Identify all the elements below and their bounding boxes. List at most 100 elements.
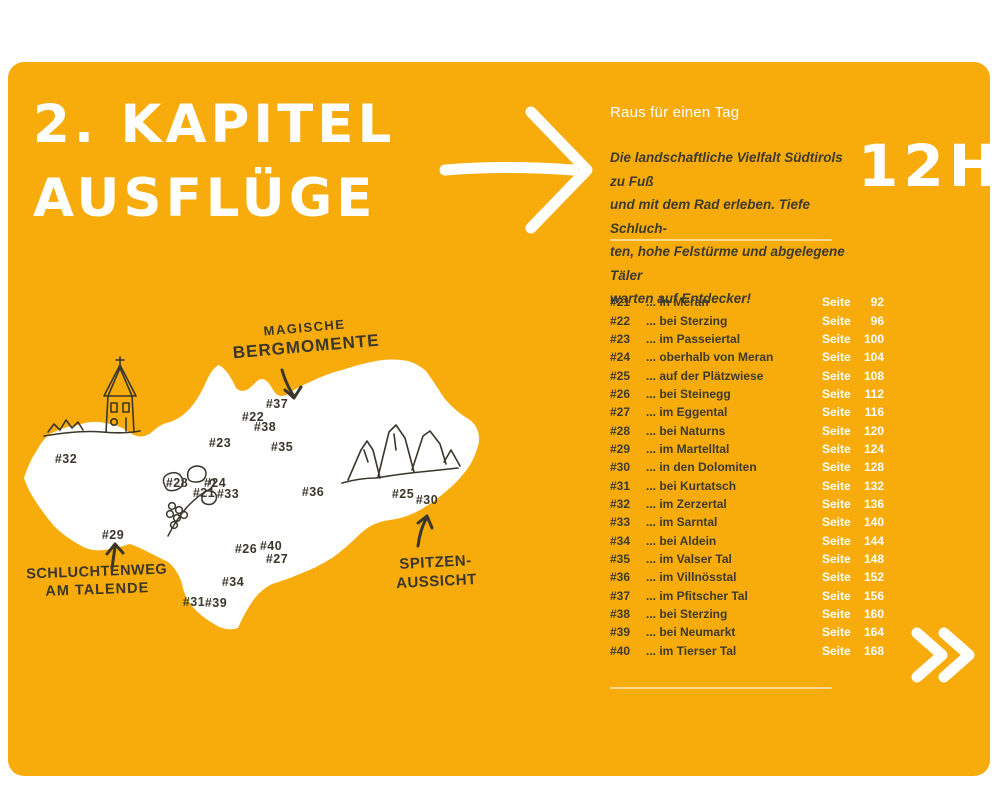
toc-page-ref: Seite 164 (822, 625, 884, 639)
toc-page-ref: Seite 108 (822, 369, 884, 383)
map-marker: #31 (182, 595, 206, 609)
toc-number: #30 (610, 460, 631, 475)
toc-row: #24 ... oberhalb von Meran Seite 104 (610, 348, 884, 366)
toc-row: #39 ... bei Neumarkt Seite 164 (610, 623, 884, 641)
section-kicker: Raus für einen Tag (610, 104, 740, 121)
toc-label: ... im Martelltal (646, 441, 730, 456)
toc-number: #35 (610, 551, 631, 566)
toc-page-ref: Seite 168 (822, 644, 884, 658)
toc-label: ... auf der Plätzwiese (646, 368, 764, 383)
toc-page-word: Seite (822, 570, 851, 585)
map-marker: #39 (204, 596, 228, 610)
toc-page-ref: Seite 140 (822, 515, 884, 529)
toc-number: #21 (610, 295, 631, 310)
toc-label: ... oberhalb von Meran (646, 350, 774, 365)
map-marker: #22 (241, 410, 265, 424)
toc-list: #21 ... in Meran Seite 92 #22 ... bei Sterzin… (610, 293, 884, 660)
toc-page-word: Seite (822, 295, 851, 310)
toc-page-ref: Seite 128 (822, 460, 884, 474)
annotation-spitzenaussicht: SPITZEN- AUSSICHT (381, 551, 491, 594)
map-marker: #38 (253, 420, 277, 434)
toc-page-number: 132 (863, 478, 884, 493)
duration-badge: 12H (858, 132, 1000, 200)
toc-row: #40 ... im Tierser Tal Seite 168 (610, 642, 884, 660)
toc-page-number: 168 (863, 643, 884, 658)
chapter-title-line1: 2. KAPITEL (33, 94, 396, 155)
toc-page-number: 124 (863, 441, 884, 456)
toc-label: ... im Tierser Tal (646, 643, 737, 658)
toc-row: #30 ... in den Dolomiten Seite 128 (610, 458, 884, 476)
toc-page-number: 160 (863, 607, 884, 622)
toc-page-ref: Seite 92 (822, 295, 884, 309)
toc-page-number: 148 (863, 551, 884, 566)
toc-page-number: 96 (870, 313, 884, 328)
toc-label: ... bei Aldein (646, 533, 717, 548)
orange-panel (8, 62, 990, 776)
toc-label: ... im Valser Tal (646, 551, 732, 566)
toc-label: ... in den Dolomiten (646, 460, 757, 475)
toc-page-word: Seite (822, 441, 851, 456)
toc-row: #32 ... im Zerzertal Seite 136 (610, 495, 884, 513)
toc-number: #39 (610, 625, 631, 640)
toc-page-word: Seite (822, 515, 851, 530)
toc-page-ref: Seite 144 (822, 534, 884, 548)
toc-number: #37 (610, 588, 631, 603)
divider-top (610, 239, 832, 241)
map-marker: #21 (192, 486, 216, 500)
toc-row: #35 ... im Valser Tal Seite 148 (610, 550, 884, 568)
suedtirol-map: #21 #22 #23 #24 #25 #26 #27 #28 #29 #30 #31 #32 #33 #… (20, 310, 500, 645)
hand-drawn-right-arrow-icon (439, 106, 593, 234)
toc-page-ref: Seite 100 (822, 332, 884, 346)
toc-row: #29 ... im Martelltal Seite 124 (610, 440, 884, 458)
toc-row: #31 ... bei Kurtatsch Seite 132 (610, 476, 884, 494)
toc-page-word: Seite (822, 423, 851, 438)
toc-page-ref: Seite 152 (822, 570, 884, 584)
toc-label: ... bei Sterzing (646, 313, 728, 328)
toc-page-word: Seite (822, 533, 851, 548)
toc-number: #36 (610, 570, 631, 585)
toc-page-number: 112 (864, 386, 884, 401)
map-marker: #36 (301, 485, 325, 499)
toc-row: #23 ... im Passeiertal Seite 100 (610, 330, 884, 348)
toc-label: ... im Pfitscher Tal (646, 588, 748, 603)
toc-number: #24 (610, 350, 631, 365)
toc-label: ... im Zerzertal (646, 496, 727, 511)
toc-page-word: Seite (822, 625, 851, 640)
toc-page-ref: Seite 116 (822, 405, 884, 419)
toc-label: ... im Eggental (646, 405, 728, 420)
map-marker: #40 (259, 539, 283, 553)
toc-page-number: 120 (863, 423, 884, 438)
map-marker: #26 (234, 542, 258, 556)
toc-page-ref: Seite 96 (822, 314, 884, 328)
toc-label: ... in Meran (646, 295, 709, 310)
toc-page-number: 144 (863, 533, 884, 548)
toc-label: ... im Passeiertal (646, 331, 741, 346)
toc-page-ref: Seite 148 (822, 552, 884, 566)
annotation-schluchtenweg: SCHLUCHTENWEG AM TALENDE (21, 560, 172, 601)
toc-page-number: 152 (863, 570, 884, 585)
map-marker: #35 (270, 440, 294, 454)
intro-line: Die landschaftliche Vielfalt Südtirols z… (610, 150, 843, 189)
toc-row: #28 ... bei Naturns Seite 120 (610, 421, 884, 439)
map-marker: #29 (101, 528, 125, 542)
toc-page-word: Seite (822, 386, 851, 401)
toc-number: #28 (610, 423, 631, 438)
toc-row: #36 ... im Villnösstal Seite 152 (610, 568, 884, 586)
toc-number: #38 (610, 607, 631, 622)
toc-page-ref: Seite 112 (822, 387, 884, 401)
toc-page-word: Seite (822, 496, 851, 511)
toc-row: #22 ... bei Sterzing Seite 96 (610, 311, 884, 329)
chapter-title: 2. KAPITEL AUSFLÜGE (33, 88, 395, 236)
map-canvas (24, 356, 480, 630)
map-marker: #24 (203, 476, 227, 490)
toc-page-word: Seite (822, 313, 851, 328)
map-marker: #25 (391, 487, 415, 501)
toc-row: #33 ... im Sarntal Seite 140 (610, 513, 884, 531)
toc-label: ... bei Kurtatsch (646, 478, 737, 493)
map-marker: #33 (216, 487, 240, 501)
chapter-title-line2: AUSFLÜGE (33, 168, 377, 229)
toc-page-word: Seite (822, 460, 851, 475)
toc-row: #27 ... im Eggental Seite 116 (610, 403, 884, 421)
toc-page-number: 100 (863, 331, 884, 346)
